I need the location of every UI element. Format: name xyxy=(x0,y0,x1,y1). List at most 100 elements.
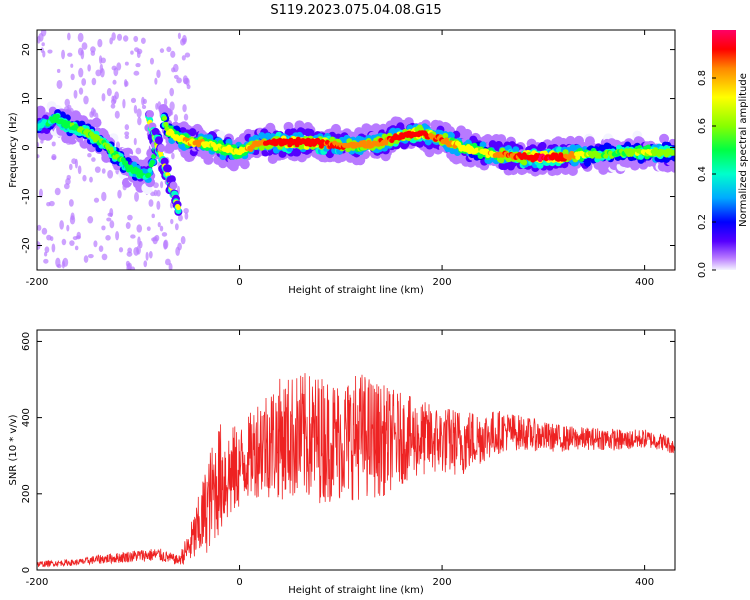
heatmap-noise-cell xyxy=(93,240,98,248)
spectrogram-xtick-label: 400 xyxy=(635,277,654,288)
heatmap-noise-cell xyxy=(40,47,44,53)
heatmap-noise-cell xyxy=(160,181,164,189)
heatmap-noise-cell xyxy=(153,189,158,197)
heatmap-noise-cell xyxy=(37,224,42,231)
heatmap-noise-cell xyxy=(184,52,191,58)
heatmap-noise-cell xyxy=(163,239,169,250)
heatmap-noise-cell xyxy=(99,63,104,74)
heatmap-noise-cell xyxy=(124,134,130,140)
heatmap-noise-cell xyxy=(91,77,97,86)
heatmap-noise-cell xyxy=(170,218,174,225)
heatmap-noise-cell xyxy=(109,37,113,45)
heatmap-noise-cell xyxy=(61,238,67,246)
heatmap-cell xyxy=(146,110,155,119)
spectrogram-ytick-label: 0 xyxy=(21,144,32,150)
heatmap-noise-cell xyxy=(175,246,180,256)
heatmap-cell xyxy=(95,135,101,141)
heatmap-noise-cell xyxy=(130,97,137,103)
heatmap-noise-cell xyxy=(169,201,174,209)
heatmap-noise-cell xyxy=(87,153,92,158)
heatmap-noise-cell xyxy=(130,50,134,55)
heatmap-noise-cell xyxy=(166,46,172,53)
heatmap-noise-cell xyxy=(151,213,155,219)
colorbar-ticks: 0.0 0.2 0.4 0.6 0.8 xyxy=(697,70,716,278)
heatmap-noise-cell xyxy=(130,266,136,270)
heatmap-noise-cell xyxy=(168,263,173,270)
heatmap-cell xyxy=(160,157,169,166)
spectrogram-panel: -200 0 200 400 -20 -10 0 10 20 Height of straigh… xyxy=(8,29,676,296)
heatmap-noise-cell xyxy=(55,257,61,268)
heatmap-noise-cell xyxy=(117,189,122,199)
heatmap-noise-cell xyxy=(174,223,179,231)
heatmap-noise-cell xyxy=(170,50,176,58)
heatmap-noise-cell xyxy=(183,77,189,85)
heatmap-noise-cell xyxy=(133,137,137,146)
heatmap-noise-cell xyxy=(78,67,84,78)
snr-ylabel: SNR (10 * v/v) xyxy=(8,414,19,485)
heatmap-noise-cell xyxy=(111,32,116,41)
heatmap-noise-cell xyxy=(183,113,189,121)
spectrogram-ticks: -200 0 200 400 -20 -10 0 10 20 xyxy=(21,30,675,288)
heatmap-cell xyxy=(672,150,675,156)
heatmap-cell xyxy=(157,144,166,153)
heatmap-cell xyxy=(163,121,169,127)
heatmap-noise-cell xyxy=(113,67,119,77)
heatmap-noise-cell xyxy=(70,73,75,81)
heatmap-cell xyxy=(188,128,197,137)
heatmap-noise-cell xyxy=(130,234,136,239)
heatmap-noise-cell xyxy=(77,32,84,43)
colorbar-tick-label: 0.2 xyxy=(697,214,708,230)
heatmap-cell xyxy=(512,146,520,154)
spectrogram-ytick-label: -10 xyxy=(21,188,32,204)
snr-ytick-label: 0 xyxy=(21,567,32,573)
heatmap-noise-cell xyxy=(74,158,78,169)
snr-xtick-label: 0 xyxy=(236,577,242,588)
heatmap-noise-cell xyxy=(94,166,101,173)
heatmap-noise-cell xyxy=(133,35,139,43)
heatmap-noise-cell xyxy=(183,207,189,214)
heatmap-noise-cell xyxy=(41,227,48,235)
heatmap-cell xyxy=(366,139,372,145)
heatmap-noise-cell xyxy=(37,141,40,149)
colorbar: 0.0 0.2 0.4 0.6 0.8 Normalized spectral ampl… xyxy=(697,30,749,278)
heatmap-noise-cell xyxy=(109,207,114,218)
heatmap-noise-cell xyxy=(43,251,48,257)
heatmap-noise-cell xyxy=(68,199,74,207)
heatmap-noise-cell xyxy=(87,254,94,259)
heatmap-noise-cell xyxy=(127,214,133,221)
snr-ytick-label: 200 xyxy=(21,484,32,503)
heatmap-cell xyxy=(521,159,528,166)
heatmap-noise-cell xyxy=(180,38,186,46)
heatmap-noise-cell xyxy=(83,255,89,263)
figure-title: S119.2023.075.04.08.G15 xyxy=(270,3,441,18)
heatmap-noise-cell xyxy=(136,50,141,59)
heatmap-noise-cell xyxy=(133,70,140,76)
heatmap-noise-cell xyxy=(137,117,142,126)
heatmap-cell xyxy=(442,132,449,139)
heatmap-noise-cell xyxy=(37,154,40,159)
heatmap-noise-cell xyxy=(148,199,154,207)
heatmap-noise-cell xyxy=(177,214,183,222)
heatmap-noise-cell xyxy=(77,165,82,175)
heatmap-noise-cell xyxy=(109,220,115,229)
heatmap-noise-cell xyxy=(171,67,176,73)
heatmap-noise-cell xyxy=(122,98,126,109)
heatmap-noise-cell xyxy=(159,225,164,232)
heatmap-cell xyxy=(146,172,152,178)
heatmap-noise-cell xyxy=(89,176,93,183)
heatmap-noise-cell xyxy=(70,63,74,68)
heatmap-noise-cell xyxy=(44,246,50,253)
heatmap-cell xyxy=(584,159,592,167)
heatmap-noise-cell xyxy=(116,62,122,71)
spectrogram-frame xyxy=(36,29,676,271)
heatmap-noise-cell xyxy=(171,152,175,160)
heatmap-cell xyxy=(151,154,157,160)
heatmap-noise-cell xyxy=(51,155,57,160)
heatmap-noise-cell xyxy=(70,212,75,221)
heatmap-cell xyxy=(671,154,675,162)
heatmap-cell xyxy=(164,126,170,132)
heatmap-noise-cell xyxy=(67,32,71,41)
heatmap-noise-cell xyxy=(62,257,69,267)
heatmap-noise-cell xyxy=(38,32,44,42)
snr-ytick-label: 400 xyxy=(21,408,32,427)
